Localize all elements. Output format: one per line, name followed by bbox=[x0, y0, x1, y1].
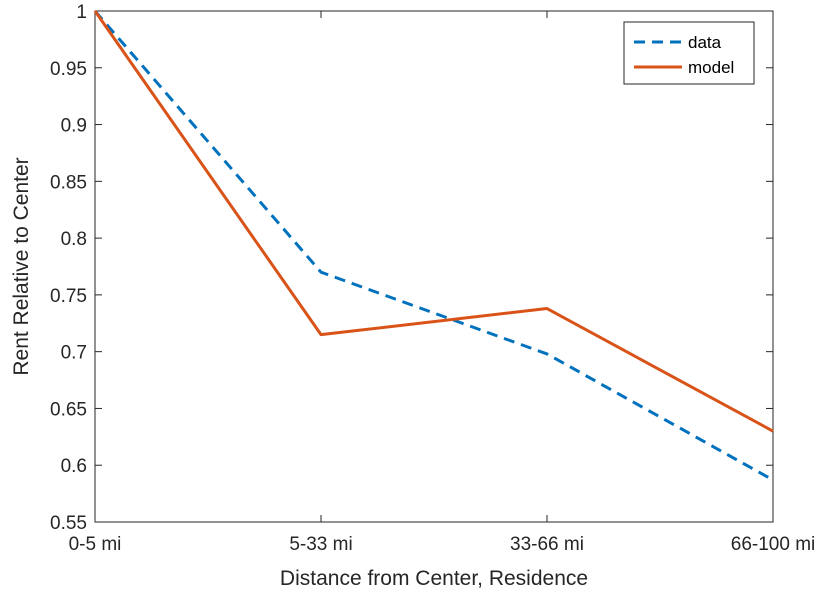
y-tick-label: 0.95 bbox=[50, 59, 87, 80]
legend-box bbox=[623, 21, 755, 85]
y-axis-label: Rent Relative to Center bbox=[10, 157, 33, 375]
y-tick-label: 0.9 bbox=[61, 116, 87, 137]
y-tick-label: 1 bbox=[76, 2, 87, 23]
x-tick-label: 5-33 mi bbox=[289, 534, 352, 555]
x-axis-label: Distance from Center, Residence bbox=[280, 567, 588, 590]
x-tick-label: 66-100 mi bbox=[731, 534, 816, 555]
axis-ticks: 0-5 mi 5-33 mi 33-66 mi 66-100 mi 0.55 0.6 0.6… bbox=[50, 2, 815, 555]
legend-label-data: data bbox=[688, 33, 722, 52]
legend: data model bbox=[623, 21, 755, 85]
plot-frame bbox=[94, 10, 774, 523]
x-tick-label: 0-5 mi bbox=[69, 534, 122, 555]
y-tick-label: 0.65 bbox=[50, 399, 87, 420]
y-tick-label: 0.55 bbox=[50, 513, 87, 534]
series-line-model bbox=[93, 10, 774, 433]
series-line-data bbox=[93, 10, 774, 482]
y-tick-label: 0.75 bbox=[50, 286, 87, 307]
y-tick-label: 0.8 bbox=[61, 229, 87, 250]
y-tick-label: 0.7 bbox=[61, 343, 87, 364]
y-tick-label: 0.6 bbox=[61, 456, 87, 477]
x-tick-label: 33-66 mi bbox=[510, 534, 584, 555]
plot-area bbox=[94, 10, 774, 523]
y-tick-label: 0.85 bbox=[50, 172, 87, 193]
series-group bbox=[93, 10, 774, 482]
legend-label-model: model bbox=[688, 58, 734, 77]
